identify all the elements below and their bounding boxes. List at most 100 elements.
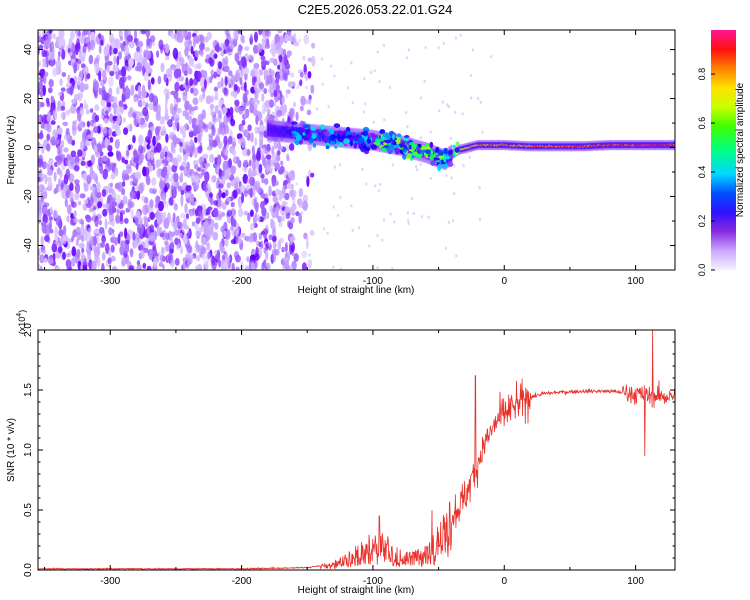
heatmap-cell	[275, 205, 280, 215]
heatmap-cell	[179, 146, 183, 153]
heatmap-cell	[77, 149, 83, 157]
heatmap-cell	[299, 71, 304, 78]
heatmap-cell	[302, 194, 308, 203]
heatmap-cell	[68, 85, 74, 95]
heatmap-cell	[199, 160, 206, 169]
heatmap-cell	[165, 232, 170, 241]
heatmap-cell	[135, 84, 139, 92]
heatmap-cell	[453, 163, 456, 167]
heatmap-cell	[94, 252, 99, 263]
heatmap-cell	[247, 212, 251, 222]
heatmap-cell	[245, 100, 250, 107]
heatmap-cell	[111, 201, 117, 207]
heatmap-cell	[165, 68, 169, 77]
heatmap-cell	[149, 211, 155, 220]
heatmap-cell	[307, 71, 312, 79]
heatmap-cell	[182, 233, 188, 244]
heatmap-cell	[221, 202, 227, 210]
heatmap-cell	[42, 58, 47, 63]
heatmap-cell	[108, 113, 114, 123]
heatmap-cell	[174, 237, 179, 246]
heatmap-cell	[310, 124, 314, 130]
heatmap-cell	[54, 110, 58, 120]
heatmap-cell	[146, 37, 151, 47]
heatmap-cell	[184, 46, 189, 57]
heatmap-cell	[60, 105, 66, 111]
heatmap-cell	[391, 163, 395, 167]
heatmap-cell	[67, 159, 71, 168]
heatmap-cell	[225, 30, 230, 37]
heatmap-cell	[116, 116, 121, 124]
heatmap-cell	[307, 259, 313, 269]
heatmap-cell	[304, 72, 307, 76]
heatmap-cell	[446, 103, 449, 107]
heatmap-cell	[73, 164, 80, 172]
heatmap-cell	[174, 258, 180, 266]
heatmap-cell	[277, 64, 280, 70]
x-tick-label: 100	[627, 276, 644, 287]
heatmap-cell	[82, 172, 87, 179]
heatmap-cell	[382, 218, 386, 222]
heatmap-cell	[212, 207, 219, 218]
heatmap-cell	[48, 87, 53, 94]
heatmap-cell	[221, 170, 225, 177]
x-tick-label: 0	[501, 576, 507, 587]
heatmap-cell	[339, 267, 343, 270]
heatmap-cell	[97, 201, 103, 209]
heatmap-cell	[81, 131, 87, 143]
heatmap-cell	[184, 203, 188, 214]
heatmap-cell	[193, 30, 199, 34]
heatmap-cell	[58, 37, 63, 49]
heatmap-cell	[80, 63, 86, 69]
heatmap-cell	[172, 212, 176, 224]
heatmap-cell	[374, 184, 377, 188]
heatmap-cell	[103, 118, 109, 124]
heatmap-cell	[94, 145, 98, 153]
heatmap-cell	[55, 66, 60, 76]
heatmap-cell	[67, 47, 71, 54]
heatmap-cell	[124, 243, 130, 254]
heatmap-cell	[405, 56, 409, 60]
heatmap-cell	[238, 208, 244, 218]
heatmap-cell	[211, 124, 215, 131]
heatmap-cell	[190, 193, 195, 205]
heatmap-cell	[411, 196, 414, 201]
heatmap-cell	[49, 59, 55, 68]
heatmap-cell	[132, 231, 136, 241]
heatmap-cell	[222, 160, 229, 172]
heatmap-cell	[45, 122, 50, 131]
heatmap-cell	[309, 230, 315, 236]
heatmap-cell	[57, 127, 63, 135]
heatmap-cell	[184, 100, 190, 111]
heatmap-cell	[158, 201, 164, 212]
heatmap-cell	[44, 234, 50, 242]
heatmap-cell	[142, 204, 149, 216]
heatmap-cell	[117, 50, 123, 60]
heatmap-cell	[116, 86, 120, 95]
heatmap-cell	[160, 168, 167, 179]
heatmap-cell	[55, 215, 62, 227]
heatmap-cell	[281, 215, 285, 222]
heatmap-cell	[228, 135, 233, 145]
heatmap-cell	[362, 145, 368, 150]
heatmap-cell	[84, 103, 89, 110]
heatmap-cell	[176, 215, 180, 224]
heatmap-cell	[104, 137, 108, 149]
heatmap-cell	[216, 249, 221, 261]
heatmap-cell	[172, 172, 179, 182]
heatmap-cell	[170, 185, 175, 193]
heatmap-cell	[151, 177, 157, 187]
heatmap-cell	[235, 254, 241, 263]
heatmap-cell	[86, 120, 90, 128]
heatmap-cell	[334, 145, 338, 149]
heatmap-cell	[284, 33, 289, 42]
heatmap-cell	[132, 112, 137, 119]
heatmap-cell	[110, 37, 116, 49]
heatmap-cell	[230, 225, 234, 231]
y-tick-label: 0	[23, 144, 34, 150]
heatmap-cell	[148, 249, 153, 260]
heatmap-cell	[305, 86, 308, 90]
heatmap-cell	[370, 144, 377, 150]
heatmap-cell	[115, 128, 121, 137]
heatmap-cell	[248, 167, 252, 179]
